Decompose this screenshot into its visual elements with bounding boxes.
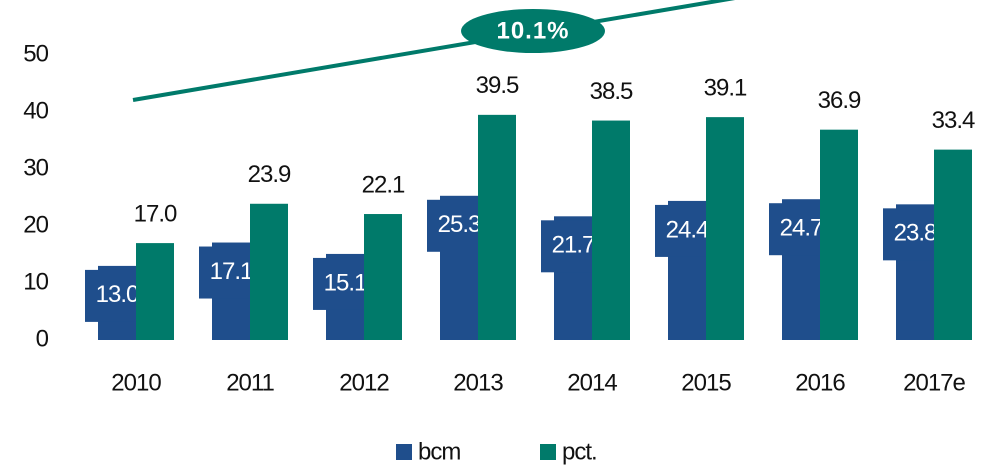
value-label: 23.9 — [248, 161, 291, 188]
value-label: 21.7 — [552, 232, 595, 259]
x-tick-label: 2015 — [681, 369, 731, 396]
x-tick-label: 2014 — [567, 369, 617, 396]
value-label: 39.1 — [704, 74, 747, 101]
value-label: 33.4 — [932, 107, 975, 134]
value-label: 15.1 — [324, 269, 367, 296]
y-tick-label: 30 — [23, 154, 48, 181]
value-label: 38.5 — [590, 78, 633, 105]
trend-line — [132, 0, 736, 102]
value-label: 36.9 — [818, 87, 861, 114]
value-label: 13.0 — [96, 281, 139, 308]
x-tick-label: 2012 — [339, 369, 389, 396]
legend-swatch — [540, 444, 556, 460]
x-tick-label: 2013 — [453, 369, 503, 396]
value-label: 17.1 — [210, 258, 253, 285]
value-label: 39.5 — [476, 72, 519, 99]
bar — [250, 203, 288, 340]
value-label: 23.8 — [894, 220, 937, 247]
y-tick-label: 20 — [23, 211, 48, 238]
legend-label: pct. — [562, 438, 597, 465]
bar — [706, 117, 744, 340]
annotation: 10.1% — [496, 17, 569, 44]
bar — [364, 214, 402, 340]
y-tick-label: 10 — [23, 268, 48, 295]
value-label: 24.4 — [666, 216, 709, 243]
value-label: 24.7 — [780, 215, 823, 242]
y-tick-label: 50 — [23, 40, 48, 67]
bar — [820, 129, 858, 340]
x-tick-label: 2016 — [795, 369, 845, 396]
value-label: 25.3 — [438, 211, 481, 238]
x-tick-label: 2011 — [226, 369, 274, 396]
value-label: 22.1 — [362, 171, 405, 198]
x-tick-label: 2010 — [111, 369, 161, 396]
x-tick-label: 2017e — [903, 369, 965, 396]
y-tick-label: 0 — [36, 325, 49, 352]
legend-swatch — [396, 444, 412, 460]
bar — [934, 149, 972, 340]
value-label: 17.0 — [134, 200, 177, 227]
annotation-badge — [461, 9, 605, 53]
y-tick-label: 40 — [23, 97, 48, 124]
bar — [592, 120, 630, 340]
legend-label: bcm — [418, 438, 460, 465]
bar — [136, 243, 174, 340]
bar — [478, 114, 516, 340]
